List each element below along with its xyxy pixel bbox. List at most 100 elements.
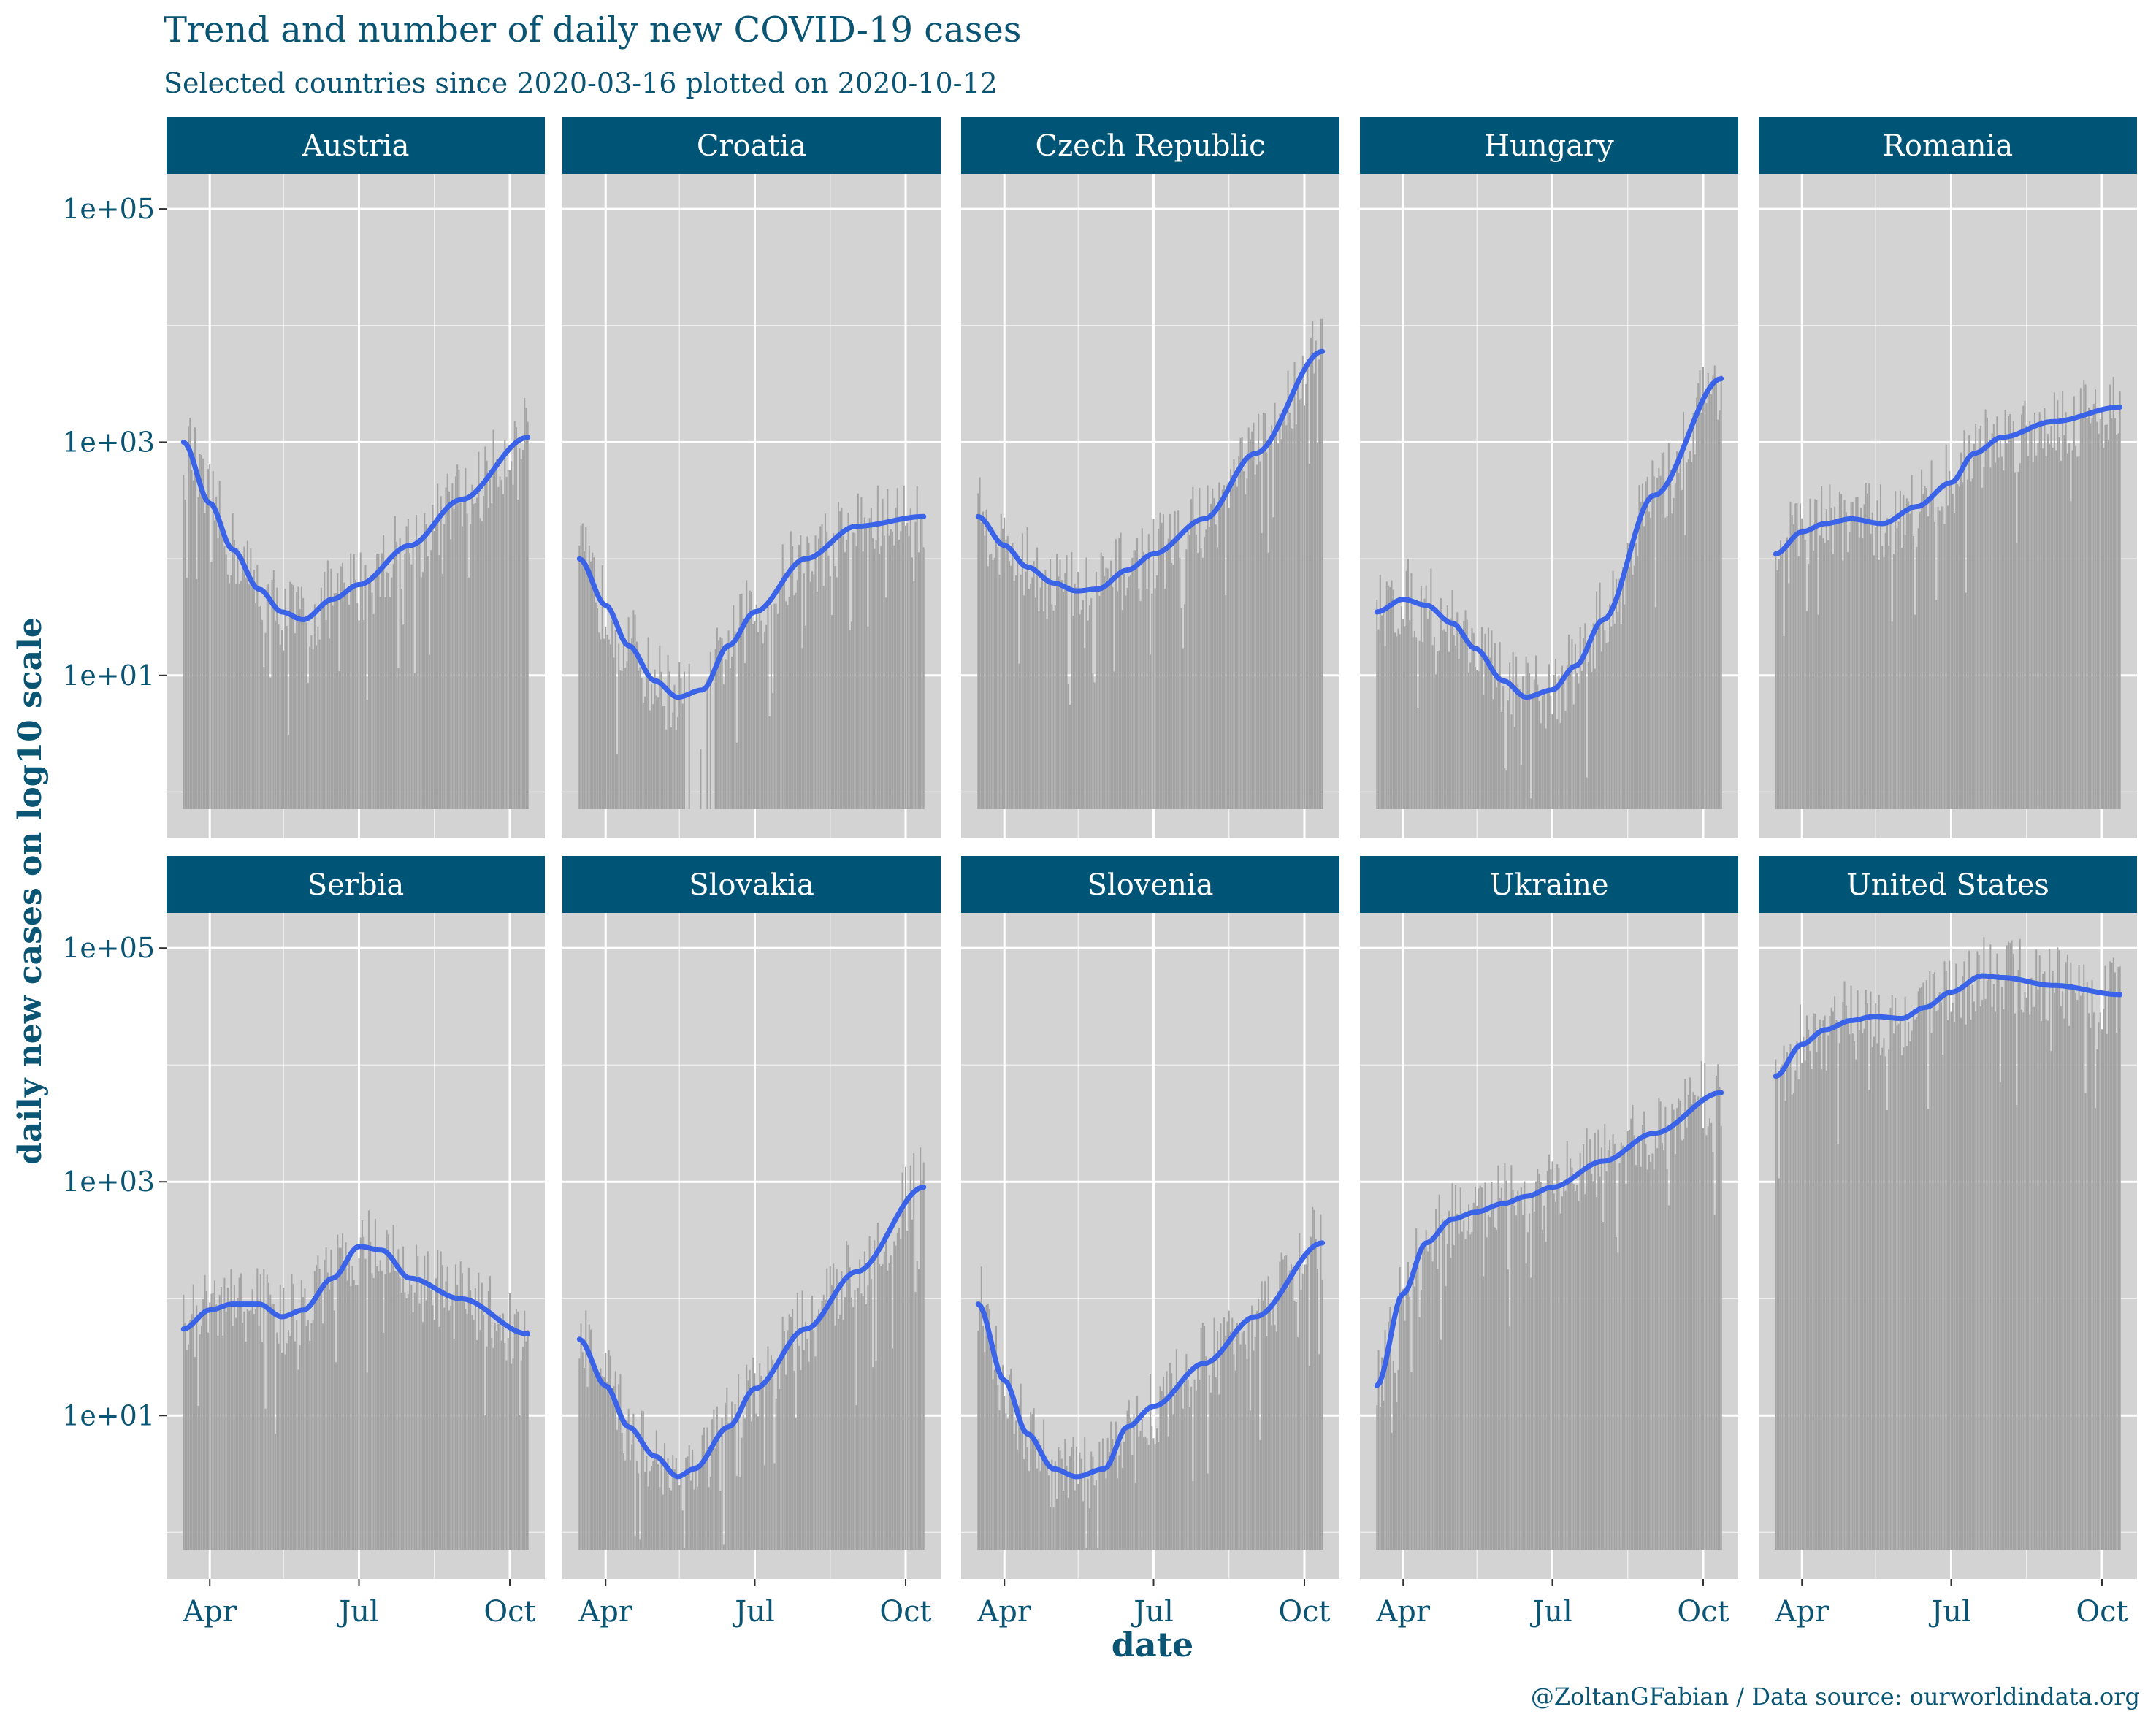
daily-bar	[1201, 557, 1204, 809]
daily-bar	[316, 1265, 318, 1550]
daily-bar	[1034, 1446, 1036, 1550]
daily-bar	[232, 513, 234, 809]
daily-bar	[1105, 1478, 1107, 1550]
daily-bar	[1039, 1471, 1041, 1550]
daily-bar	[2092, 1012, 2095, 1550]
daily-bar	[212, 471, 214, 809]
daily-bar	[2050, 425, 2052, 809]
daily-bar	[1518, 689, 1521, 809]
daily-bar	[990, 1350, 993, 1550]
daily-bar	[2052, 971, 2054, 1550]
daily-bar	[868, 518, 871, 809]
daily-bar	[225, 554, 227, 809]
daily-bar	[2098, 433, 2100, 809]
daily-bar	[1791, 515, 1793, 809]
daily-bar	[1899, 1017, 1901, 1550]
daily-bar	[787, 1330, 789, 1550]
daily-bar	[1796, 1041, 1798, 1550]
daily-bar	[608, 639, 610, 809]
daily-bar	[1905, 1046, 1908, 1550]
daily-bar	[1379, 575, 1381, 809]
daily-bar	[785, 601, 787, 809]
daily-bar	[474, 502, 476, 809]
daily-bar	[657, 697, 660, 809]
daily-bar	[917, 1269, 920, 1550]
daily-bar	[629, 650, 631, 809]
daily-bar	[1233, 1354, 1235, 1550]
daily-bar	[1251, 431, 1253, 809]
daily-bar	[1031, 1414, 1033, 1550]
daily-bar	[839, 1314, 841, 1550]
daily-bar	[359, 552, 362, 809]
daily-bar	[1376, 600, 1378, 809]
daily-bar	[1871, 1047, 1873, 1550]
daily-bar	[383, 1332, 385, 1550]
daily-bar	[1060, 1458, 1063, 1550]
daily-bar	[1255, 1310, 1258, 1550]
daily-bar	[1676, 451, 1678, 809]
daily-bar	[622, 1453, 624, 1550]
daily-bar	[618, 643, 620, 809]
daily-bar	[271, 579, 273, 809]
daily-bar	[847, 1244, 849, 1550]
daily-bar	[1941, 1002, 1943, 1550]
daily-bar	[775, 1398, 777, 1550]
daily-bar	[1613, 1144, 1616, 1550]
daily-bar	[705, 1452, 707, 1550]
daily-bar	[256, 565, 259, 809]
daily-bar	[312, 649, 314, 809]
daily-bar	[760, 1376, 762, 1550]
daily-bar	[340, 566, 342, 809]
daily-bar	[1420, 586, 1422, 809]
daily-bar	[1012, 1398, 1014, 1550]
daily-bar	[841, 508, 843, 809]
daily-bar	[354, 579, 357, 809]
daily-bar	[280, 630, 283, 809]
daily-bar	[1983, 937, 1985, 1550]
daily-bar	[320, 587, 322, 809]
daily-bar	[1012, 543, 1014, 809]
daily-bar	[1245, 1344, 1247, 1550]
daily-bar	[903, 1201, 905, 1550]
daily-bar	[1875, 1003, 1877, 1550]
daily-bar	[486, 1346, 488, 1550]
daily-bar	[333, 593, 335, 809]
daily-bar	[1005, 1413, 1007, 1550]
daily-bar	[825, 1299, 827, 1550]
daily-bar	[842, 1320, 844, 1550]
daily-bar	[1803, 528, 1805, 809]
daily-bar	[1397, 628, 1399, 809]
daily-bar	[456, 464, 459, 809]
daily-bar	[1991, 1006, 1993, 1550]
daily-bar	[1266, 452, 1268, 809]
daily-bar	[256, 1268, 259, 1550]
trend-line	[975, 1240, 1326, 1480]
daily-bar	[1251, 1305, 1253, 1550]
daily-bar	[279, 644, 281, 809]
daily-bar	[186, 578, 188, 809]
daily-bar	[808, 543, 810, 809]
daily-bar	[451, 483, 454, 809]
daily-bar	[1085, 1548, 1087, 1550]
daily-bar	[1108, 1452, 1110, 1550]
daily-bar	[1968, 950, 1970, 1550]
daily-bar	[2058, 950, 2060, 1550]
daily-bar	[788, 597, 790, 809]
daily-bar	[670, 1490, 673, 1550]
daily-bar	[329, 638, 331, 809]
daily-bar	[1540, 723, 1542, 809]
daily-bar	[2053, 392, 2055, 809]
daily-bar	[2060, 1006, 2062, 1550]
daily-bar	[500, 480, 502, 809]
daily-bar	[413, 1292, 416, 1550]
daily-bar	[1088, 605, 1090, 809]
daily-bar	[634, 614, 636, 809]
daily-bar	[1229, 1331, 1231, 1550]
daily-bar	[1313, 1209, 1315, 1550]
daily-bar	[1930, 460, 1933, 809]
daily-bar	[1863, 1028, 1865, 1550]
daily-bar	[1641, 483, 1643, 809]
daily-bar	[2082, 992, 2084, 1550]
strip-serbia	[167, 856, 545, 913]
daily-bar	[776, 1363, 779, 1550]
